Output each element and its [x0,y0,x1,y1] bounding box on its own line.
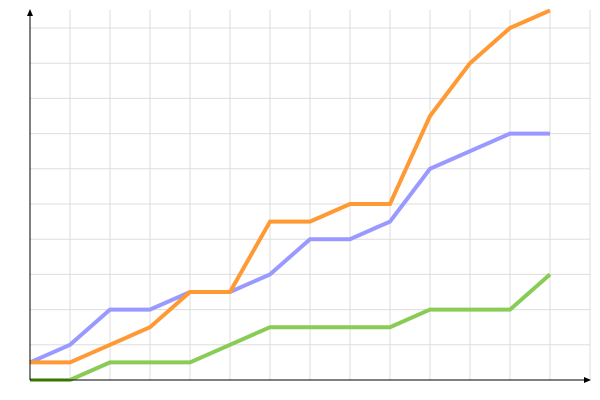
series-line-1 [29,131,550,365]
x-axis-arrow-icon [584,377,591,383]
series-line-2 [30,8,551,365]
y-axis-arrow-icon [27,9,33,16]
series-line-3 [30,272,552,382]
grid [30,10,591,380]
series-lines [29,8,552,382]
